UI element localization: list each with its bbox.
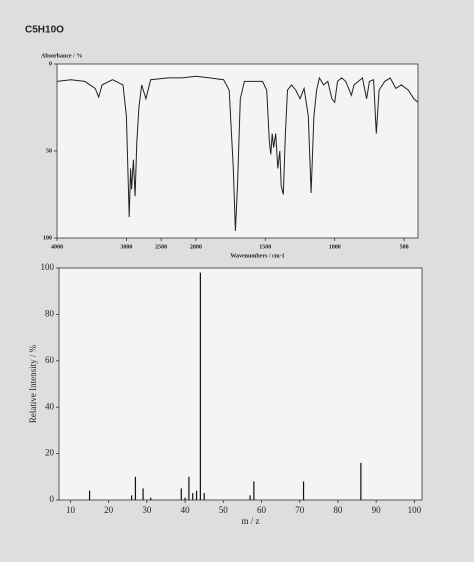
x-tick-label: 3000	[120, 244, 132, 250]
x-axis-label: Wavenumbers / cm-1	[230, 253, 284, 259]
y-tick-label: 0	[49, 61, 52, 67]
peak	[131, 495, 133, 500]
peak	[360, 462, 362, 500]
x-tick-label: 10	[66, 505, 76, 515]
plot-frame	[58, 267, 423, 501]
peak	[184, 497, 186, 500]
x-tick-label: 90	[372, 505, 382, 515]
y-tick-label: 50	[46, 148, 52, 154]
x-tick-label: 70	[295, 505, 305, 515]
x-tick-label: 4000	[51, 244, 63, 250]
peak	[195, 490, 198, 500]
y-tick-label: 100	[41, 262, 55, 272]
x-tick-label: 30	[142, 505, 152, 515]
x-tick-label: 80	[333, 505, 343, 515]
x-tick-label: 1500	[259, 244, 271, 250]
x-tick-label: 1000	[329, 244, 341, 250]
peak	[150, 497, 152, 500]
spectrum-line	[56, 75, 419, 232]
peak	[134, 476, 137, 500]
page-title: C5H10O	[25, 25, 64, 36]
y-axis-label: Absorbance / %	[41, 53, 82, 59]
x-axis-label: m / z	[242, 516, 260, 526]
peak	[203, 493, 205, 500]
x-tick-label: 2500	[155, 244, 167, 250]
peak	[188, 476, 190, 500]
peak	[88, 490, 91, 500]
peak	[199, 272, 201, 500]
x-tick-label: 50	[219, 505, 229, 515]
x-tick-label: 2000	[190, 244, 202, 250]
peak	[302, 481, 305, 500]
peak	[192, 493, 194, 500]
y-tick-label: 20	[45, 448, 55, 458]
peak	[180, 488, 182, 500]
y-tick-label: 80	[45, 308, 55, 318]
x-tick-label: 100	[408, 505, 422, 515]
peak	[142, 488, 144, 500]
x-tick-label: 20	[104, 505, 114, 515]
x-tick-label: 500	[400, 244, 409, 250]
y-tick-label: 60	[45, 355, 55, 365]
plot-frame	[56, 63, 419, 239]
peak	[253, 481, 255, 500]
x-tick-label: 60	[257, 505, 267, 515]
y-tick-label: 40	[45, 401, 55, 411]
y-tick-label: 100	[43, 235, 52, 241]
y-tick-label: 0	[50, 494, 55, 504]
x-tick-label: 40	[181, 505, 191, 515]
peak	[249, 495, 251, 500]
y-axis-label: Relative Intensity / %	[28, 344, 38, 423]
